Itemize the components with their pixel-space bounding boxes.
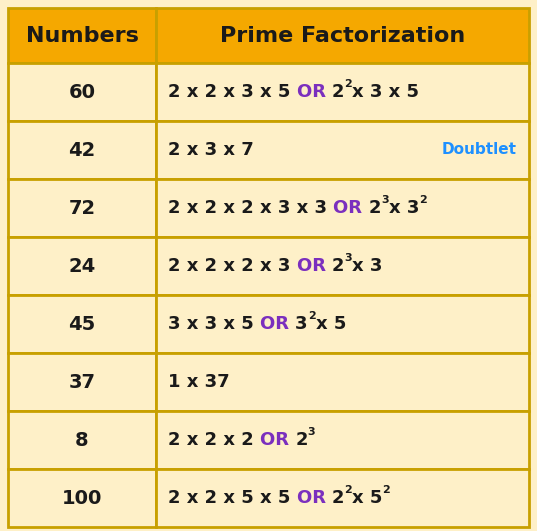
Text: 100: 100 <box>62 489 102 508</box>
Text: x 3: x 3 <box>389 199 419 217</box>
Bar <box>156 63 529 121</box>
Text: 2: 2 <box>344 485 352 495</box>
Text: 42: 42 <box>68 141 96 159</box>
Bar <box>8 353 156 411</box>
Text: 37: 37 <box>69 373 96 391</box>
Text: 2 x 2 x 5 x 5: 2 x 2 x 5 x 5 <box>168 489 296 507</box>
Text: OR: OR <box>296 489 332 507</box>
Text: 24: 24 <box>68 256 96 276</box>
Text: 2: 2 <box>344 79 352 89</box>
Text: 3 x 3 x 5: 3 x 3 x 5 <box>168 315 260 333</box>
Text: 72: 72 <box>68 199 96 218</box>
Text: 2: 2 <box>368 199 381 217</box>
Bar <box>8 469 156 527</box>
Text: 3: 3 <box>295 315 308 333</box>
Text: Prime Factorization: Prime Factorization <box>220 25 465 46</box>
Bar <box>8 121 156 179</box>
Text: 2 x 2 x 2 x 3: 2 x 2 x 2 x 3 <box>168 257 296 275</box>
Text: 2: 2 <box>308 311 316 321</box>
Bar <box>8 295 156 353</box>
Text: 2: 2 <box>332 257 344 275</box>
Text: 2 x 3 x 7: 2 x 3 x 7 <box>168 141 254 159</box>
Text: Doubtlet: Doubtlet <box>442 142 517 158</box>
Text: 3: 3 <box>381 195 389 205</box>
Text: Numbers: Numbers <box>26 25 139 46</box>
Text: 3: 3 <box>308 427 315 437</box>
Text: 3: 3 <box>344 253 352 263</box>
Bar <box>8 237 156 295</box>
Text: 60: 60 <box>69 82 96 101</box>
Text: OR: OR <box>260 315 295 333</box>
Text: 1 x 37: 1 x 37 <box>168 373 230 391</box>
Text: 2: 2 <box>419 195 427 205</box>
Bar <box>8 411 156 469</box>
Bar <box>8 179 156 237</box>
Bar <box>156 295 529 353</box>
Text: OR: OR <box>333 199 368 217</box>
Text: x 5: x 5 <box>352 489 382 507</box>
Text: x 5: x 5 <box>316 315 346 333</box>
Text: 2: 2 <box>332 489 344 507</box>
Text: OR: OR <box>260 431 295 449</box>
Bar <box>156 179 529 237</box>
Text: 2: 2 <box>332 83 344 101</box>
Text: 2 x 2 x 3 x 5: 2 x 2 x 3 x 5 <box>168 83 296 101</box>
Text: 2: 2 <box>382 485 390 495</box>
Text: x 3: x 3 <box>352 257 382 275</box>
Text: x 3 x 5: x 3 x 5 <box>352 83 419 101</box>
Bar <box>8 63 156 121</box>
Bar <box>156 353 529 411</box>
Text: 8: 8 <box>75 431 89 450</box>
Text: 2: 2 <box>295 431 308 449</box>
Bar <box>156 8 529 63</box>
Bar <box>156 469 529 527</box>
Text: OR: OR <box>296 83 332 101</box>
Bar <box>156 121 529 179</box>
Bar <box>156 237 529 295</box>
Text: 45: 45 <box>68 314 96 333</box>
Bar <box>8 8 156 63</box>
Text: 2 x 2 x 2 x 3 x 3: 2 x 2 x 2 x 3 x 3 <box>168 199 333 217</box>
Bar <box>156 411 529 469</box>
Text: 2 x 2 x 2: 2 x 2 x 2 <box>168 431 260 449</box>
Text: OR: OR <box>296 257 332 275</box>
